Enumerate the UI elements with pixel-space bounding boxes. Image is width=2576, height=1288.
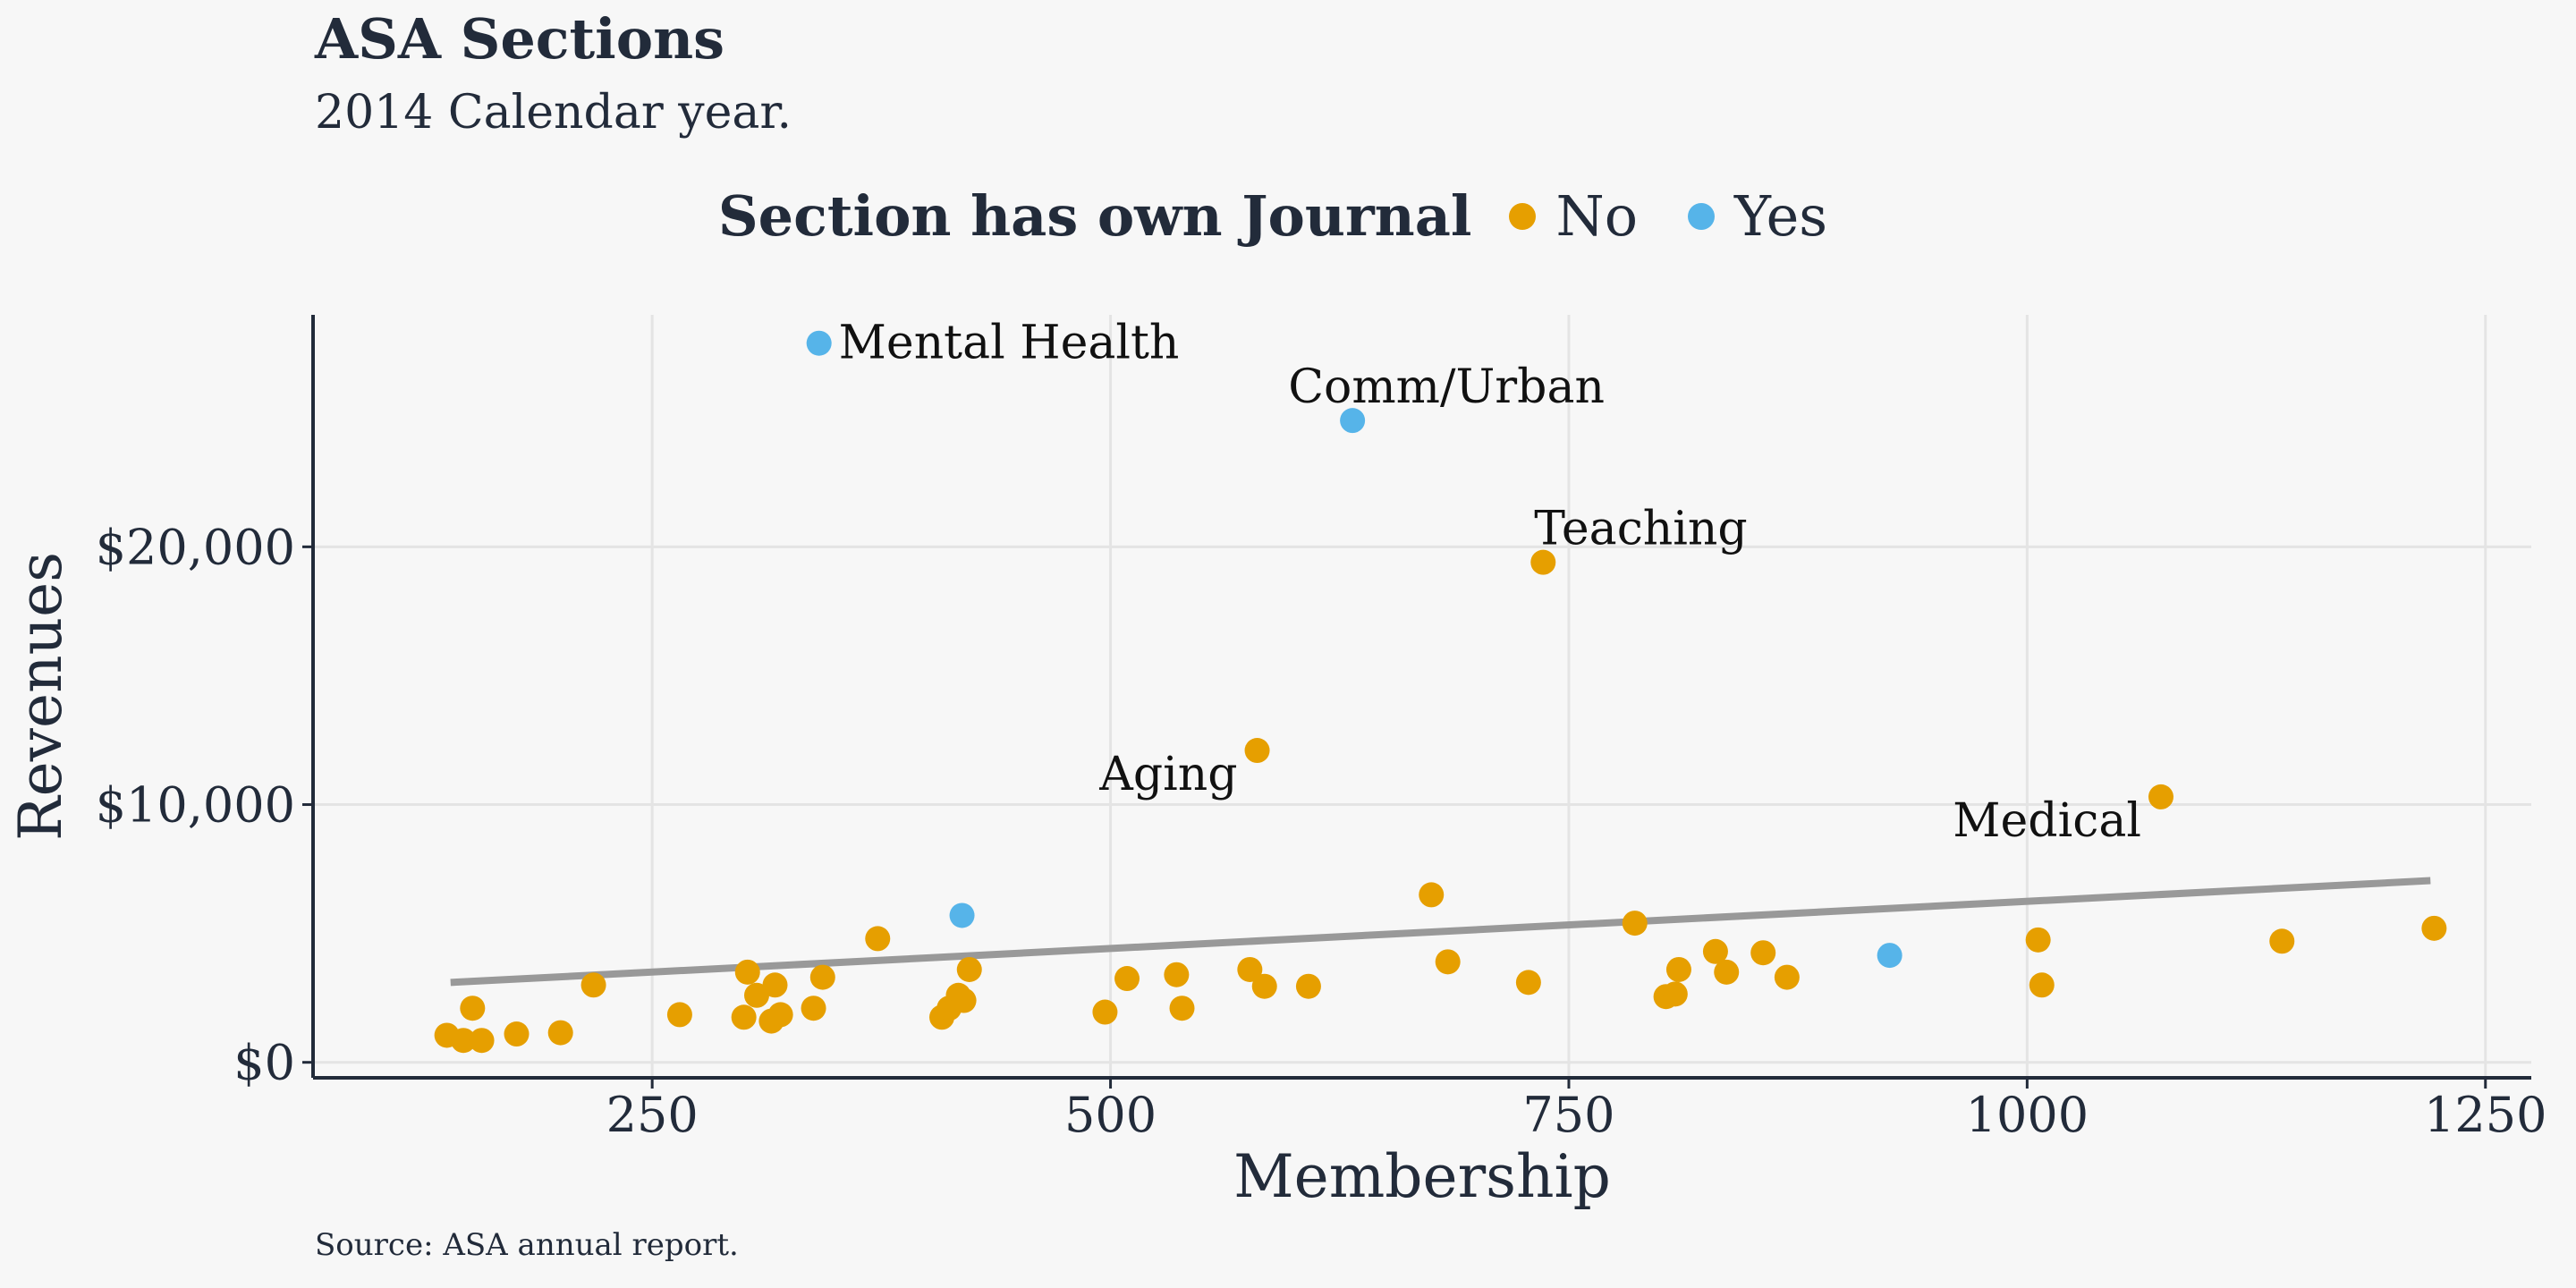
data-point-no xyxy=(1662,981,1688,1007)
y-tick-label: $10,000 xyxy=(96,777,295,834)
data-point-yes xyxy=(1877,943,1902,969)
point-annotation: Mental Health xyxy=(839,317,1180,370)
data-point-no xyxy=(734,959,760,985)
data-point-no xyxy=(1092,999,1118,1025)
data-point-no xyxy=(1244,738,1270,764)
legend-title: Section has own Journal xyxy=(717,183,1472,249)
chart-subtitle: 2014 Calendar year. xyxy=(315,86,792,140)
data-point-no xyxy=(1774,964,1800,990)
data-point-no xyxy=(580,972,606,998)
legend-item-no: No xyxy=(1509,183,1639,249)
data-point-no xyxy=(2025,927,2051,953)
x-tick-label: 250 xyxy=(606,1087,699,1143)
x-axis-title: Membership xyxy=(1233,1142,1611,1211)
trend-line xyxy=(450,877,2431,987)
data-point-no xyxy=(1251,973,1277,999)
data-point-no xyxy=(1714,959,1740,985)
data-point-no xyxy=(1164,962,1190,987)
data-point-no xyxy=(1237,956,1263,982)
data-point-no xyxy=(2421,915,2447,941)
data-point-no xyxy=(1515,970,1541,996)
data-point-no xyxy=(731,1004,757,1030)
y-axis-title: Revenues xyxy=(6,552,75,841)
x-tick-label: 1250 xyxy=(2424,1087,2546,1143)
point-annotation: Comm/Urban xyxy=(1288,360,1605,414)
data-point-no xyxy=(1295,973,1321,999)
data-point-no xyxy=(451,1028,477,1054)
data-point-no xyxy=(547,1020,573,1046)
data-point-no xyxy=(1702,938,1728,964)
data-point-no xyxy=(1419,882,1445,908)
y-tick-label: $20,000 xyxy=(96,519,295,575)
chart-caption: Source: ASA annual report. xyxy=(315,1227,739,1263)
x-tick-label: 500 xyxy=(1064,1087,1157,1143)
data-point-no xyxy=(809,964,835,990)
data-point-no xyxy=(767,1002,793,1028)
data-point-no xyxy=(762,972,788,998)
data-point-no xyxy=(2029,972,2055,998)
y-tick-label: $0 xyxy=(233,1035,295,1091)
chart-title: ASA Sections xyxy=(315,6,725,72)
point-annotation: Aging xyxy=(1098,748,1237,801)
data-point-yes xyxy=(806,330,832,356)
legend-label-no: No xyxy=(1555,183,1639,249)
x-tick-label: 1000 xyxy=(1966,1087,2089,1143)
legend: Section has own Journal No Yes xyxy=(0,183,2576,249)
point-annotation: Teaching xyxy=(1534,503,1747,556)
legend-item-yes: Yes xyxy=(1688,183,1828,249)
data-point-no xyxy=(1169,996,1195,1021)
data-point-no xyxy=(469,1028,495,1054)
data-point-no xyxy=(460,996,486,1021)
data-point-no xyxy=(666,1002,692,1028)
data-point-yes xyxy=(949,902,975,928)
data-point-no xyxy=(1750,940,1776,966)
point-annotation: Medical xyxy=(1953,794,2141,848)
data-point-no xyxy=(744,982,769,1008)
data-point-no xyxy=(1435,949,1461,975)
legend-label-yes: Yes xyxy=(1734,183,1828,249)
legend-swatch-yes xyxy=(1688,203,1716,231)
data-point-no xyxy=(2148,784,2174,809)
data-point-no xyxy=(2269,928,2295,954)
x-tick-label: 750 xyxy=(1522,1087,1614,1143)
data-point-no xyxy=(504,1021,530,1047)
data-point-no xyxy=(1665,956,1691,982)
data-point-yes xyxy=(1340,408,1366,434)
data-point-no xyxy=(951,987,977,1013)
data-point-no xyxy=(801,996,826,1021)
data-point-no xyxy=(865,926,891,952)
data-point-no xyxy=(1622,911,1648,936)
legend-swatch-no xyxy=(1509,203,1537,231)
data-point-no xyxy=(1114,966,1140,992)
data-point-no xyxy=(1530,549,1556,575)
data-point-no xyxy=(956,956,982,982)
